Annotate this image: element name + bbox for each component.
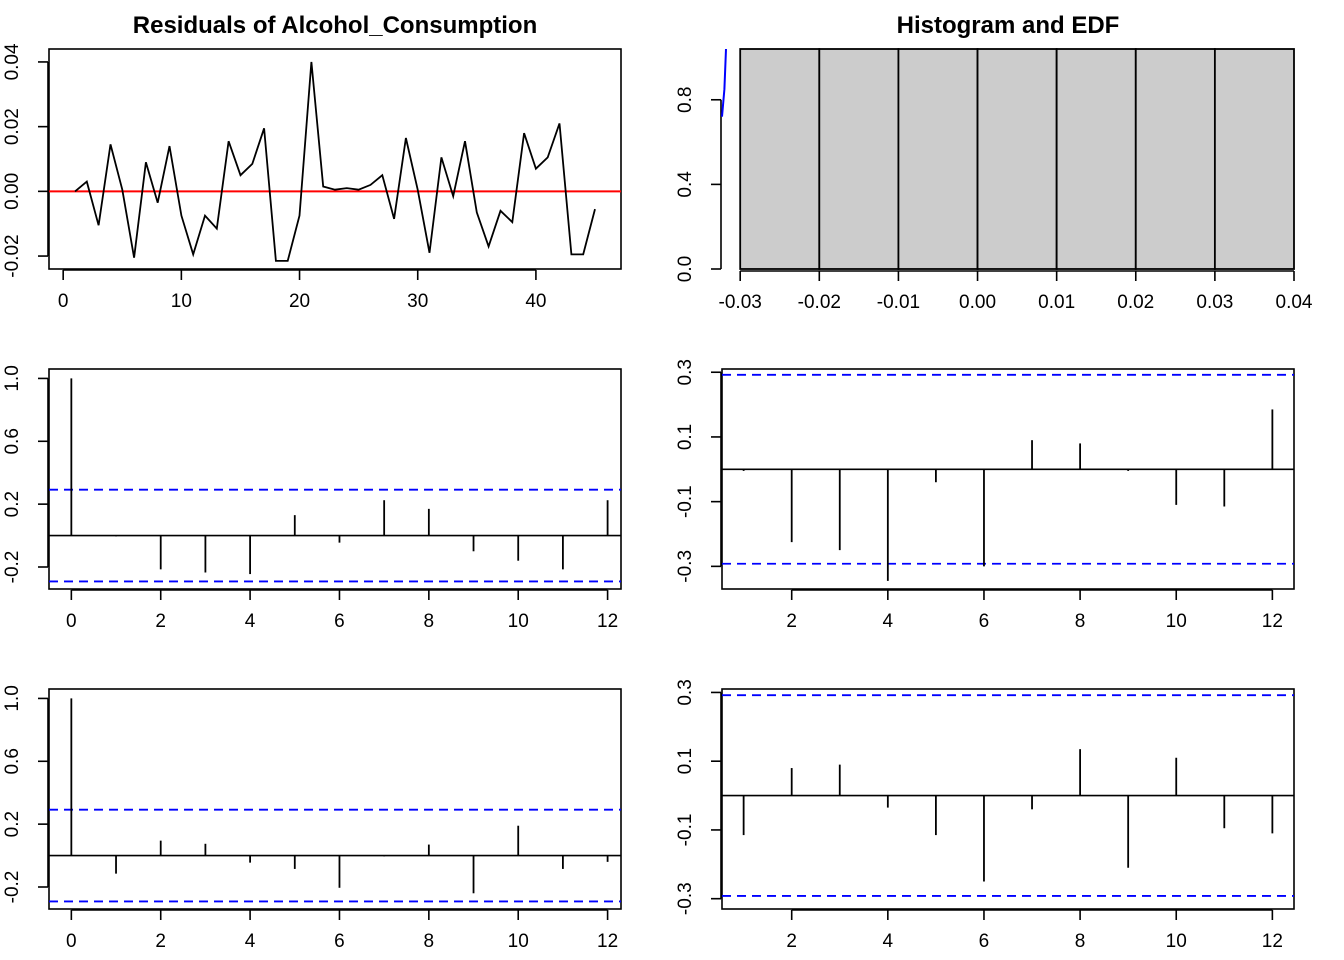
acf2-x-tick-label: 0 [66,931,77,952]
hist-y-tick-label: 0.0 [675,256,696,282]
histogram-bar [897,48,979,270]
hist-x-tick-label: -0.01 [877,292,920,313]
resid-y-tick-label: 0.04 [2,43,23,80]
pacf2-y-tick-label: 0.1 [675,748,696,774]
resid-x-tick-label: 30 [407,291,428,312]
hist-x-tick-label: 0.01 [1038,292,1075,313]
resid-x-tick-label: 0 [58,291,69,312]
pacf1-x-tick-label: 2 [786,611,797,632]
hist-y-tick-label: 0.4 [675,171,696,198]
acf2-x-tick-label: 4 [245,931,256,952]
resid-frame [48,48,622,270]
pacf2-x-tick-label: 6 [979,931,990,952]
pacf2-x-tick-label: 2 [786,931,797,952]
pacf2-x-tick-label: 10 [1166,931,1187,952]
acf2-x-tick-label: 12 [597,931,618,952]
acf1-x-tick-label: 8 [424,611,435,632]
resid-y-tick-label: -0.02 [2,234,23,277]
hist-x-tick-label: -0.03 [719,292,762,313]
acf1-x-tick-label: 4 [245,611,256,632]
acf1-y-tick-label: 0.2 [2,491,23,517]
pacf1-x-tick-label: 6 [979,611,990,632]
acf2-y-tick-label: 0.2 [2,811,23,837]
histogram-bar [739,48,821,270]
acf1-x-tick-label: 12 [597,611,618,632]
pacf1-x-tick-label: 8 [1075,611,1086,632]
acf1-panel: 0 2 4 6 8 10 12 -0.2 0.2 0.6 1.0 [2,365,622,632]
pacf2-y-tick-label: -0.1 [675,814,696,847]
hist-y-tick-label: 0.8 [675,87,696,113]
pacf1-y-tick-label: 0.1 [675,424,696,450]
hist-x-tick-label: 0.03 [1196,292,1233,313]
pacf2-x-tick-label: 12 [1262,931,1283,952]
acf2-x-tick-label: 6 [334,931,345,952]
acf1-y-tick-label: 1.0 [2,365,23,391]
acf1-x-tick-label: 0 [66,611,77,632]
resid-x-tick-label: 40 [525,291,546,312]
resid-x-tick-label: 20 [289,291,310,312]
pacf2-y-tick-label: -0.3 [675,882,696,915]
histogram-bar [1055,48,1137,270]
acf1-x-tick-label: 2 [155,611,166,632]
acf1-x-tick-label: 10 [508,611,529,632]
acf1-y-tick-label: -0.2 [2,551,23,584]
resid-x-tick-label: 10 [171,291,192,312]
acf1-y-tick-label: 0.6 [2,428,23,454]
acf1-x-tick-label: 6 [334,611,345,632]
acf2-x-tick-label: 10 [508,931,529,952]
pacf1-panel: 2 4 6 8 10 12 -0.3 -0.1 0.1 0.3 [675,359,1295,632]
resid-y-tick-label: 0.02 [2,108,23,145]
resid-y-tick-label: 0.00 [2,173,23,210]
acf2-frame [48,688,622,910]
acf1-frame [48,368,622,590]
hist-title: Histogram and EDF [897,12,1120,39]
pacf1-y-tick-label: -0.3 [675,550,696,583]
pacf1-y-tick-label: 0.3 [675,359,696,385]
pacf1-frame [721,368,1295,590]
edf-line [721,48,727,117]
pacf2-panel: 2 4 6 8 10 12 -0.3 -0.1 0.1 0.3 [675,679,1295,952]
pacf2-x-tick-label: 4 [883,931,894,952]
acf2-y-tick-label: -0.2 [2,871,23,904]
pacf1-x-tick-label: 4 [883,611,894,632]
acf2-y-tick-label: 1.0 [2,685,23,711]
acf2-x-tick-label: 8 [424,931,435,952]
histogram-bar [1213,48,1295,270]
pacf1-y-tick-label: -0.1 [675,485,696,518]
resid-panel: Residuals of Alcohol_Consumption 0 10 20 30 4… [2,12,622,312]
acf2-y-tick-label: 0.6 [2,748,23,774]
residual-series-line [74,61,596,262]
acf2-x-tick-label: 2 [155,931,166,952]
pacf2-frame [721,688,1295,910]
pacf2-x-tick-label: 8 [1075,931,1086,952]
hist-x-tick-label: 0.04 [1276,292,1313,313]
hist-x-tick-label: 0.00 [959,292,996,313]
histogram-bar [976,48,1058,270]
resid-title: Residuals of Alcohol_Consumption [133,12,537,39]
hist-x-tick-label: -0.02 [798,292,841,313]
histogram-bar [1134,48,1216,270]
acf2-panel: 0 2 4 6 8 10 12 -0.2 0.2 0.6 1.0 [2,685,622,952]
pacf2-y-tick-label: 0.3 [675,679,696,705]
pacf1-x-tick-label: 12 [1262,611,1283,632]
pacf1-x-tick-label: 10 [1166,611,1187,632]
histogram-bar [818,48,900,270]
hist-panel: Histogram and EDF -0.03 -0.02 -0.01 0.00 0.01… [675,12,1313,313]
hist-x-tick-label: 0.02 [1117,292,1154,313]
